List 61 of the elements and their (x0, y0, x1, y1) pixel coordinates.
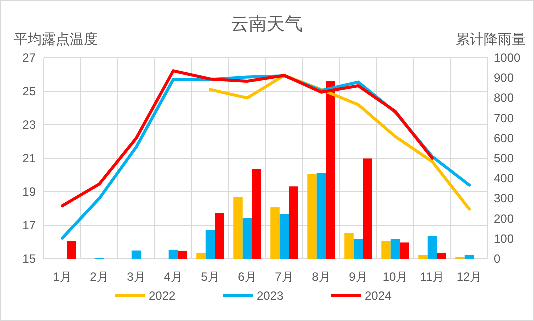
y-tick-label: 19 (22, 185, 36, 199)
bar (178, 250, 188, 259)
bar (206, 230, 216, 259)
y2-tick-label: 600 (494, 131, 514, 146)
x-tick-label: 2月 (90, 270, 109, 284)
bar (437, 252, 446, 259)
y2-tick-label: 400 (494, 172, 514, 186)
x-tick-label: 8月 (312, 270, 331, 284)
y2-tick-label: 900 (494, 71, 514, 86)
x-tick-label: 7月 (275, 270, 294, 284)
x-tick-label: 6月 (238, 270, 257, 284)
y2-tick-label: 100 (494, 232, 514, 246)
y-tick-label: 25 (22, 84, 36, 98)
bar (316, 173, 326, 259)
bar (418, 254, 428, 259)
bar (132, 250, 142, 259)
y2-tick-label: 200 (494, 212, 514, 226)
y2-tick-label: 300 (494, 192, 514, 206)
bar (354, 239, 364, 259)
y2-tick-label: 700 (494, 111, 514, 126)
bar (168, 250, 178, 259)
y2-tick-label: 800 (494, 91, 514, 106)
bar (464, 254, 474, 259)
bar (196, 252, 206, 259)
bar (308, 174, 317, 259)
y2-axis-title: 累计降雨量 (456, 31, 526, 47)
bar (234, 197, 243, 259)
x-tick-label: 9月 (349, 270, 368, 284)
legend-label: 2023 (257, 289, 284, 303)
bar (252, 169, 262, 259)
bar (270, 208, 280, 259)
bar (363, 158, 372, 259)
x-tick-label: 3月 (127, 270, 146, 284)
x-tick-label: 10月 (382, 270, 408, 284)
x-tick-label: 12月 (456, 270, 482, 284)
bar (242, 218, 252, 259)
y-tick-label: 15 (22, 252, 36, 266)
x-tick-label: 4月 (164, 270, 183, 284)
legend-label: 2022 (149, 289, 176, 303)
y2-tick-label: 0 (494, 252, 501, 266)
bar (390, 239, 400, 259)
bar (280, 214, 290, 259)
legend-label: 2024 (365, 289, 392, 303)
bar (382, 241, 391, 259)
y-tick-label: 23 (22, 118, 36, 132)
y-tick-label: 27 (22, 51, 36, 65)
bar (344, 233, 354, 259)
bar (215, 213, 224, 259)
bar (67, 241, 76, 259)
x-tick-label: 11月 (420, 270, 445, 284)
chart-title: 云南天气 (231, 14, 303, 34)
bar (289, 186, 298, 259)
y2-tick-label: 1000 (494, 51, 522, 65)
y-tick-label: 17 (22, 218, 36, 232)
y2-tick-label: 500 (494, 152, 514, 166)
x-tick-label: 1月 (53, 270, 72, 284)
y-tick-label: 21 (22, 152, 36, 166)
x-tick-label: 5月 (201, 270, 220, 284)
y-axis-title: 平均露点温度 (14, 31, 98, 47)
bar (428, 236, 438, 259)
bar (400, 242, 410, 259)
